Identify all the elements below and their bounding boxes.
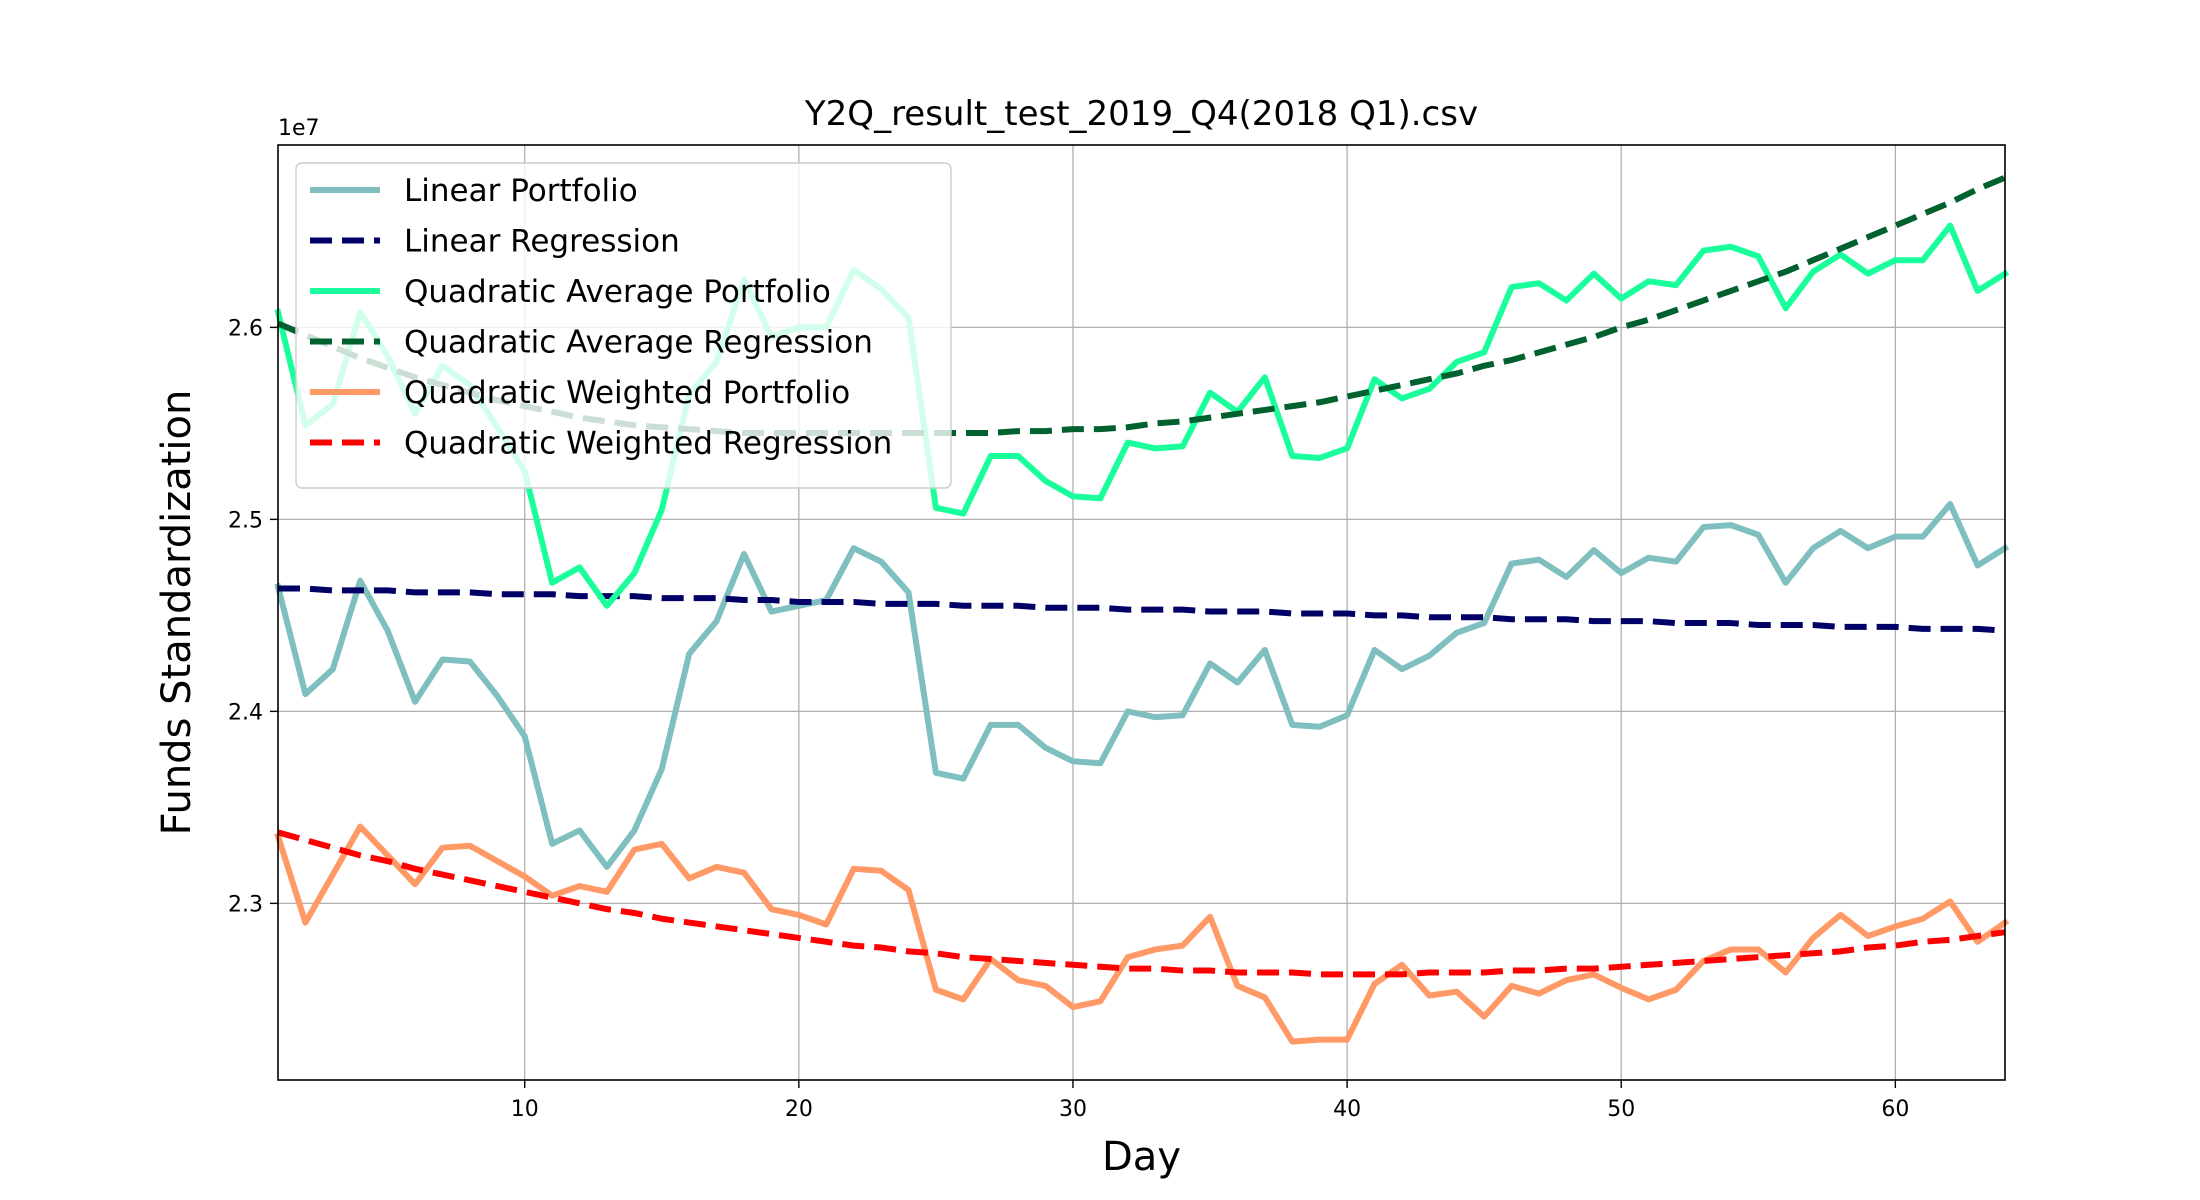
chart-title: Y2Q_result_test_2019_Q4(2018 Q1).csv	[804, 94, 1478, 134]
y-tick-label: 2.3	[228, 892, 263, 917]
axis-ticks: 10 20 30 40 50 60 2.3 2.4 2.5 2.6	[228, 316, 1909, 1122]
x-tick-label: 60	[1881, 1097, 1909, 1122]
y-tick-label: 2.4	[228, 700, 263, 725]
y-tick-label: 2.6	[228, 316, 263, 341]
x-tick-label: 30	[1059, 1097, 1087, 1122]
legend-box	[295, 162, 952, 489]
legend-label: Quadratic Average Regression	[404, 325, 873, 361]
x-tick-label: 20	[785, 1097, 813, 1122]
y-axis-offset-label: 1e7	[278, 116, 320, 141]
y-axis-label: Funds Standardization	[154, 390, 200, 836]
plot-frame	[277, 144, 2006, 1081]
grid	[278, 145, 2005, 1080]
legend-label: Quadratic Average Portfolio	[404, 274, 831, 310]
series-line-5	[277, 829, 2006, 978]
legend-label: Linear Portfolio	[404, 173, 638, 209]
series-line-4	[274, 823, 2010, 1045]
x-axis-label: Day	[1102, 1134, 1181, 1180]
legend-label: Quadratic Weighted Regression	[404, 426, 892, 462]
y-tick-label: 2.5	[228, 508, 263, 533]
series-line-1	[278, 585, 2006, 634]
x-tick-label: 50	[1607, 1097, 1635, 1122]
series-line-2	[274, 222, 2010, 609]
legend-label: Quadratic Weighted Portfolio	[404, 375, 850, 411]
series-line-0	[274, 501, 2010, 870]
x-tick-label: 40	[1333, 1097, 1361, 1122]
legend-label: Linear Regression	[404, 224, 680, 260]
x-tick-label: 10	[511, 1097, 539, 1122]
legend: Linear Portfolio Linear Regression Quadrat…	[295, 162, 952, 489]
